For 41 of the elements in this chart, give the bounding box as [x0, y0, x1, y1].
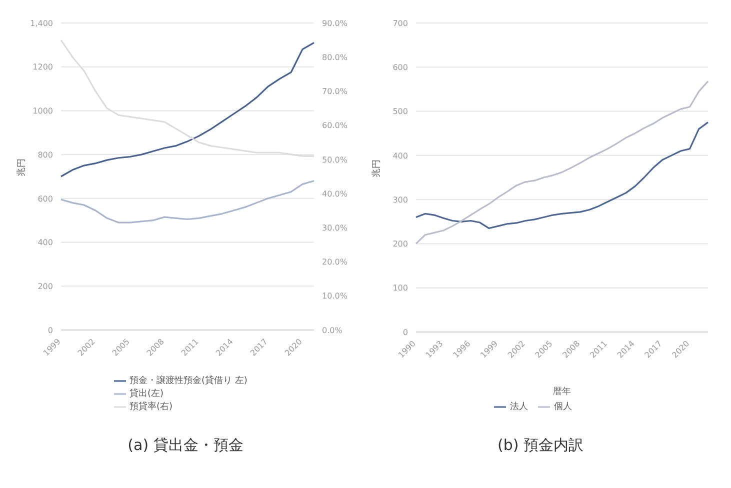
- y-tick-label: 500: [392, 107, 408, 116]
- y2-tick-label: 80.0%: [322, 52, 348, 62]
- y-tick-label: 100: [392, 284, 408, 293]
- y2-tick-label: 0.0%: [322, 326, 343, 335]
- legend-label: 預貸率(右): [130, 402, 173, 412]
- y2-tick-label: 10.0%: [322, 292, 348, 301]
- line-series: [60, 180, 315, 224]
- line-series: [415, 122, 709, 230]
- y2-tick-label: 60.0%: [322, 121, 348, 130]
- y-tick-label: 700: [392, 18, 408, 28]
- line-series: [60, 39, 315, 157]
- y-tick-label: 400: [38, 238, 53, 248]
- text: (b) 預金内訳: [498, 436, 584, 455]
- y-tick-label: 1000: [32, 106, 53, 116]
- legend-label: 個人: [554, 402, 572, 412]
- y-tick-label: 400: [392, 151, 408, 160]
- line-series: [415, 80, 709, 245]
- y-tick-label: 0: [402, 328, 408, 337]
- y2-tick-label: 20.0%: [322, 258, 348, 267]
- y-tick-label: 600: [392, 62, 408, 72]
- y-tick-label: 600: [38, 194, 53, 204]
- y-tick-label: 0: [48, 326, 53, 335]
- y-tick-label: 200: [392, 240, 408, 249]
- text: (a) 貸出金・預金: [128, 436, 244, 455]
- y-tick-label: 1,400: [30, 18, 53, 28]
- y-tick-label: 800: [38, 150, 53, 160]
- x-axis-title: 暦年: [553, 386, 571, 397]
- y2-tick-label: 50.0%: [322, 155, 348, 164]
- y-tick-label: 300: [392, 195, 408, 204]
- line-series: [60, 42, 315, 178]
- y-axis-title: 兆円: [16, 158, 28, 176]
- y-tick-label: 1200: [32, 62, 53, 72]
- legend-label: 法人: [510, 402, 528, 412]
- legend-label: 貸出(左): [130, 389, 164, 399]
- y-tick-label: 200: [38, 282, 53, 291]
- y2-tick-label: 30.0%: [322, 224, 348, 233]
- y-axis-title: 兆円: [371, 160, 382, 178]
- y2-tick-label: 40.0%: [322, 189, 348, 198]
- y2-tick-label: 70.0%: [322, 87, 348, 96]
- y2-tick-label: 90.0%: [322, 18, 348, 28]
- legend-label: 預金・譲渡性預金(貸借り 左): [130, 376, 248, 386]
